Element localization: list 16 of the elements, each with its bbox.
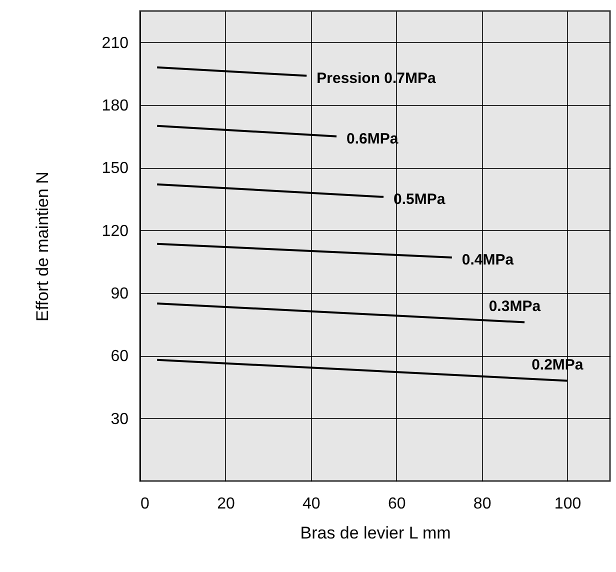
y-tick-label: 120: [102, 222, 129, 240]
y-tick-label: 180: [102, 98, 129, 114]
x-axis-title: Bras de levier L mm: [300, 524, 451, 542]
x-tick-label: 60: [388, 496, 406, 512]
x-tick-label: 20: [217, 496, 235, 512]
x-tick-label: 40: [302, 496, 320, 512]
series-label: 0.3MPa: [488, 298, 542, 316]
y-tick-label: 150: [102, 160, 129, 178]
y-tick-label: 60: [110, 348, 129, 366]
x-tick-label: 0: [140, 496, 150, 512]
y-axis-title: Effort de maintien N: [32, 172, 52, 322]
y-tick-label: 90: [110, 286, 129, 302]
y-tick-label: 30: [110, 410, 129, 428]
x-tick-label: 80: [473, 496, 492, 512]
y-tick-label: 210: [102, 34, 129, 52]
x-tick-label: 100: [554, 496, 582, 512]
